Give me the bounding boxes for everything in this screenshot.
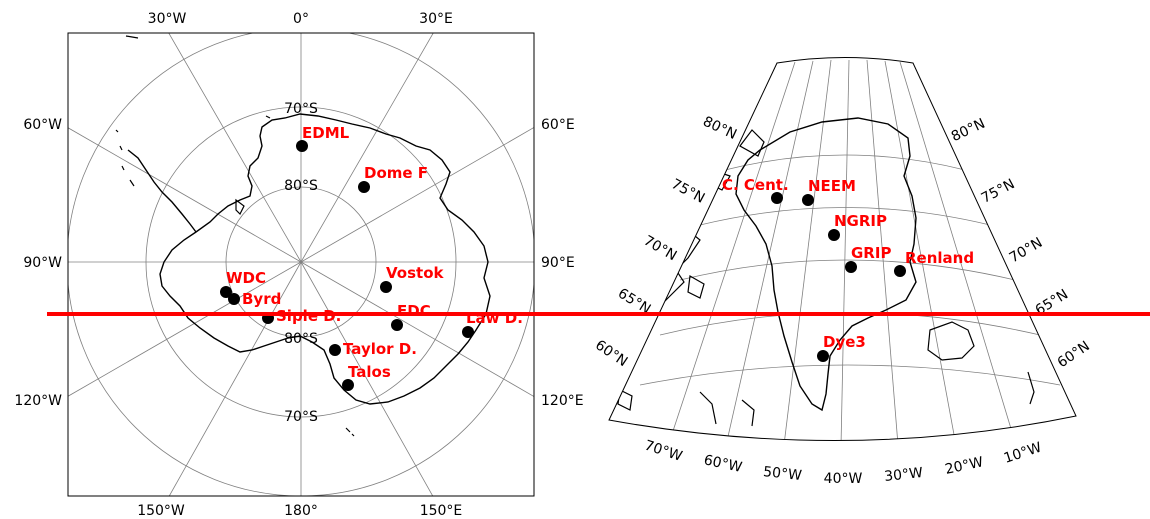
ant-label-top-0: 0° <box>293 11 309 27</box>
site-wdc-label: WDC <box>226 269 266 287</box>
site-lawd-marker <box>462 326 474 338</box>
site-edml-label: EDML <box>302 124 350 142</box>
antarctica-islands <box>115 35 355 437</box>
site-edc-label: EDC <box>397 302 431 320</box>
site-renland-marker <box>894 265 906 277</box>
gr-lon-40w: 40°W <box>824 471 863 487</box>
site-wdc-marker <box>220 286 232 298</box>
gr-lat-right-70n: 70°N <box>1007 235 1046 267</box>
ant-label-right-60e: 60°E <box>541 117 575 133</box>
site-grip-label: GRIP <box>851 244 891 262</box>
site-byrd-label: Byrd <box>242 290 281 308</box>
antarctica-map: 30°W 0° 30°E 150°W 180° 150°E 60°W 90°W … <box>14 11 583 519</box>
site-neem-marker <box>802 194 814 206</box>
ant-parallel-80s-bottom: 80°S <box>284 331 318 347</box>
site-taylor-label: Taylor D. <box>343 340 417 358</box>
site-taylor-marker <box>329 344 341 356</box>
gr-lat-left-60n: 60°N <box>592 337 630 370</box>
site-grip-marker <box>845 261 857 273</box>
gr-lat-left-70n: 70°N <box>641 233 680 265</box>
site-ngrip-marker <box>828 229 840 241</box>
site-domef-label: Dome F <box>364 164 428 182</box>
ant-label-left-120w: 120°W <box>14 393 62 409</box>
iceland-coastline <box>927 321 1035 405</box>
site-vostok-marker <box>380 281 392 293</box>
gr-lon-10w: 10°W <box>1002 440 1044 467</box>
ant-label-top-30e: 30°E <box>419 11 453 27</box>
site-renland-label: Renland <box>905 249 974 267</box>
site-domef-marker <box>358 181 370 193</box>
gr-lon-70w: 70°W <box>642 438 684 465</box>
antarctica-frame <box>67 32 535 497</box>
ant-label-left-90w: 90°W <box>23 255 62 271</box>
ant-label-top-30w: 30°W <box>148 11 187 27</box>
ant-parallel-70s-top: 70°S <box>284 101 318 117</box>
gr-lat-right-60n: 60°N <box>1055 338 1093 371</box>
site-edc-marker <box>391 319 403 331</box>
site-dye3-label: Dye3 <box>823 333 866 351</box>
greenland-frame <box>608 57 1077 441</box>
gr-lon-20w: 20°W <box>944 454 985 478</box>
gr-lat-right-75n: 75°N <box>979 176 1018 207</box>
ant-label-bottom-150e: 150°E <box>420 503 463 519</box>
ant-label-right-90e: 90°E <box>541 255 575 271</box>
gr-lat-right-80n: 80°N <box>949 116 988 145</box>
gr-lon-30w: 30°W <box>884 465 924 485</box>
site-ccent-label: C. Cent. <box>722 176 789 194</box>
gr-lat-left-75n: 75°N <box>669 176 708 207</box>
gr-lat-left-80n: 80°N <box>700 114 739 143</box>
antarctica-graticule <box>68 33 534 496</box>
ant-label-bottom-180: 180° <box>284 503 318 519</box>
site-edml-marker <box>296 140 308 152</box>
site-dye3-marker <box>817 350 829 362</box>
ant-parallel-80s-top: 80°S <box>284 178 318 194</box>
gr-lon-60w: 60°W <box>702 452 743 476</box>
site-ngrip-label: NGRIP <box>834 212 887 230</box>
site-vostok-label: Vostok <box>386 264 444 282</box>
ant-label-right-120e: 120°E <box>541 393 584 409</box>
greenland-coastline <box>735 117 917 412</box>
site-talos-marker <box>342 379 354 391</box>
site-neem-label: NEEM <box>808 177 856 195</box>
site-ccent-marker <box>771 192 783 204</box>
site-talos-label: Talos <box>348 363 391 381</box>
gr-lon-50w: 50°W <box>762 464 802 484</box>
antarctica-coastline <box>127 113 491 405</box>
site-lawd-label: Law D. <box>466 309 523 327</box>
ant-label-bottom-150w: 150°W <box>137 503 185 519</box>
greenland-map: 80°N 75°N 70°N 65°N 60°N 80°N 75°N 70°N … <box>592 57 1093 487</box>
ant-label-left-60w: 60°W <box>23 117 62 133</box>
ant-parallel-70s-bottom: 70°S <box>284 409 318 425</box>
site-byrd-marker <box>228 293 240 305</box>
